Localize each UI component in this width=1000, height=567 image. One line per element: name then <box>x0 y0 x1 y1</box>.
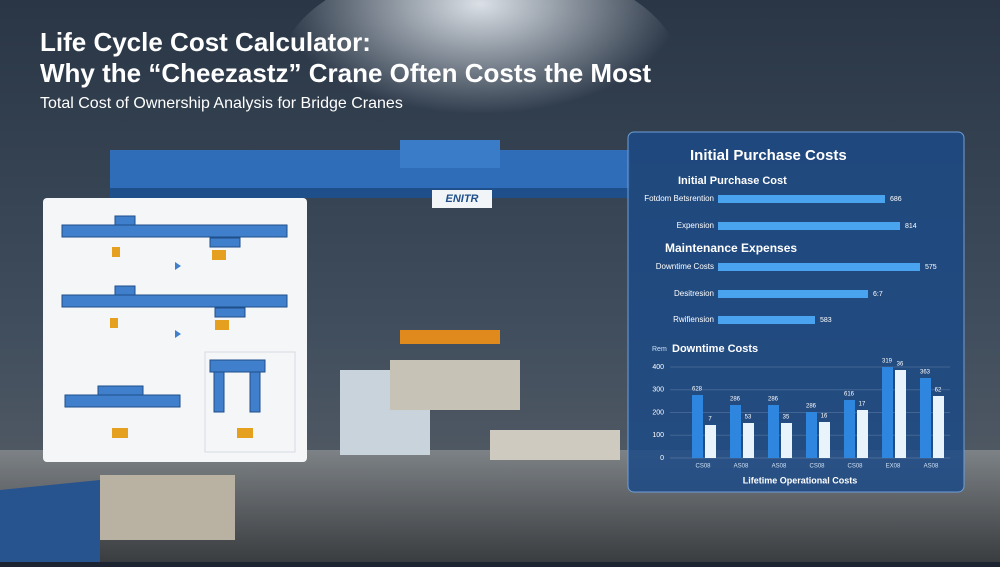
chart-caption: Lifetime Operational Costs <box>743 475 858 485</box>
bar-label: Rwifiension <box>673 315 714 324</box>
bar-value: 814 <box>905 223 917 230</box>
bar-light <box>781 423 792 458</box>
diagram-panel <box>43 198 307 462</box>
bar-value: 7 <box>708 417 712 423</box>
bar-value: 286 <box>730 397 741 403</box>
y-tick-label: 200 <box>652 409 664 416</box>
bar-dark <box>920 378 931 458</box>
bar-value: 286 <box>806 404 817 410</box>
bar-value: 319 <box>882 359 893 365</box>
x-tick-label: EX08 <box>886 464 901 470</box>
y-tick-label: 300 <box>652 387 664 394</box>
bar-dark <box>882 367 893 458</box>
bar-dark <box>768 405 779 458</box>
x-tick-label: AS08 <box>772 464 787 470</box>
bar-light <box>933 396 944 458</box>
bar-light <box>705 425 716 458</box>
title-line2: Why the “Cheezastz” Crane Often Costs th… <box>40 58 651 88</box>
bar-value: 17 <box>859 402 866 408</box>
bar <box>718 222 900 230</box>
axis-label: Rem <box>652 346 667 353</box>
bar-label: Desitresion <box>674 289 714 298</box>
bar-label: Expension <box>677 221 714 230</box>
x-tick-label: CS08 <box>847 464 863 470</box>
bar-value: 62 <box>935 388 942 394</box>
bar-value: 53 <box>745 415 752 421</box>
section-heading: Maintenance Expenses <box>665 241 797 255</box>
bar-value: 16 <box>821 414 828 420</box>
bar <box>718 316 815 324</box>
bar <box>718 263 920 271</box>
bar-value: 628 <box>692 387 703 393</box>
bar-dark <box>844 400 855 458</box>
x-tick-label: AS08 <box>734 464 749 470</box>
x-tick-label: AS08 <box>924 464 939 470</box>
bar-value: 575 <box>925 264 937 271</box>
bar-value: 36 <box>897 362 904 368</box>
bar-value: 35 <box>783 415 790 421</box>
x-tick-label: CS08 <box>809 464 825 470</box>
bar-light <box>743 423 754 458</box>
subtitle: Total Cost of Ownership Analysis for Bri… <box>40 95 403 112</box>
panel-title: Initial Purchase Costs <box>690 147 847 164</box>
bar-dark <box>806 412 817 458</box>
bar-value: 363 <box>920 370 931 376</box>
bar-dark <box>692 395 703 458</box>
bar-light <box>895 370 906 458</box>
bar-value: 583 <box>820 317 832 324</box>
y-tick-label: 0 <box>660 455 664 462</box>
title-line1: Life Cycle Cost Calculator: <box>40 27 371 57</box>
bar-label: Downtime Costs <box>656 262 714 271</box>
bar-value: 616 <box>844 392 855 398</box>
y-tick-label: 100 <box>652 432 664 439</box>
cost-panel: Initial Purchase Costs Initial Purchase … <box>627 131 965 493</box>
bar-dark <box>730 405 741 458</box>
section-heading: Initial Purchase Cost <box>678 175 787 187</box>
x-tick-label: CS08 <box>695 464 711 470</box>
bar-light <box>857 410 868 458</box>
chart-title: Downtime Costs <box>672 343 758 355</box>
bar-value: 6:7 <box>873 291 883 298</box>
bar-value: 686 <box>890 196 902 203</box>
y-tick-label: 400 <box>652 364 664 371</box>
bar <box>718 195 885 203</box>
bar <box>718 290 868 298</box>
crane-sign: ENITR <box>446 193 479 205</box>
bar-label: Fotdom Betsrention <box>644 194 714 203</box>
bar-value: 286 <box>768 397 779 403</box>
bar-light <box>819 422 830 458</box>
